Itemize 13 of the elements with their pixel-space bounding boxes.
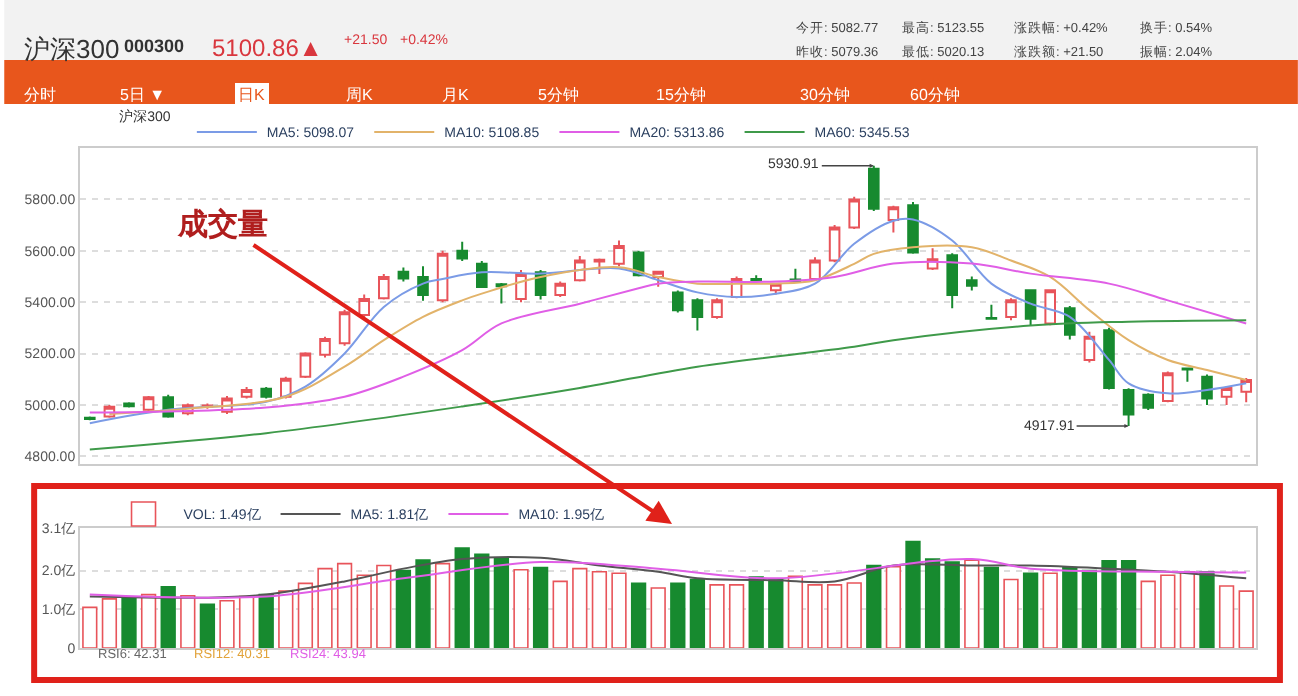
text: 分时 [24, 86, 56, 104]
text: 日K [238, 86, 266, 104]
chart-subtitle: 000300 [124, 36, 185, 56]
text: 60分钟 [910, 86, 960, 104]
text: 5分钟 [538, 86, 579, 104]
text: 15分钟 [656, 86, 706, 104]
text: 周K [346, 86, 374, 104]
chart-title: 沪深300 [24, 34, 120, 64]
annotation: 成交量 [176, 206, 268, 242]
text: 5日 ▼ [120, 86, 166, 104]
text: 5100.86▲ [212, 34, 323, 62]
text: 月K [442, 86, 470, 104]
text: 30分钟 [800, 86, 850, 104]
